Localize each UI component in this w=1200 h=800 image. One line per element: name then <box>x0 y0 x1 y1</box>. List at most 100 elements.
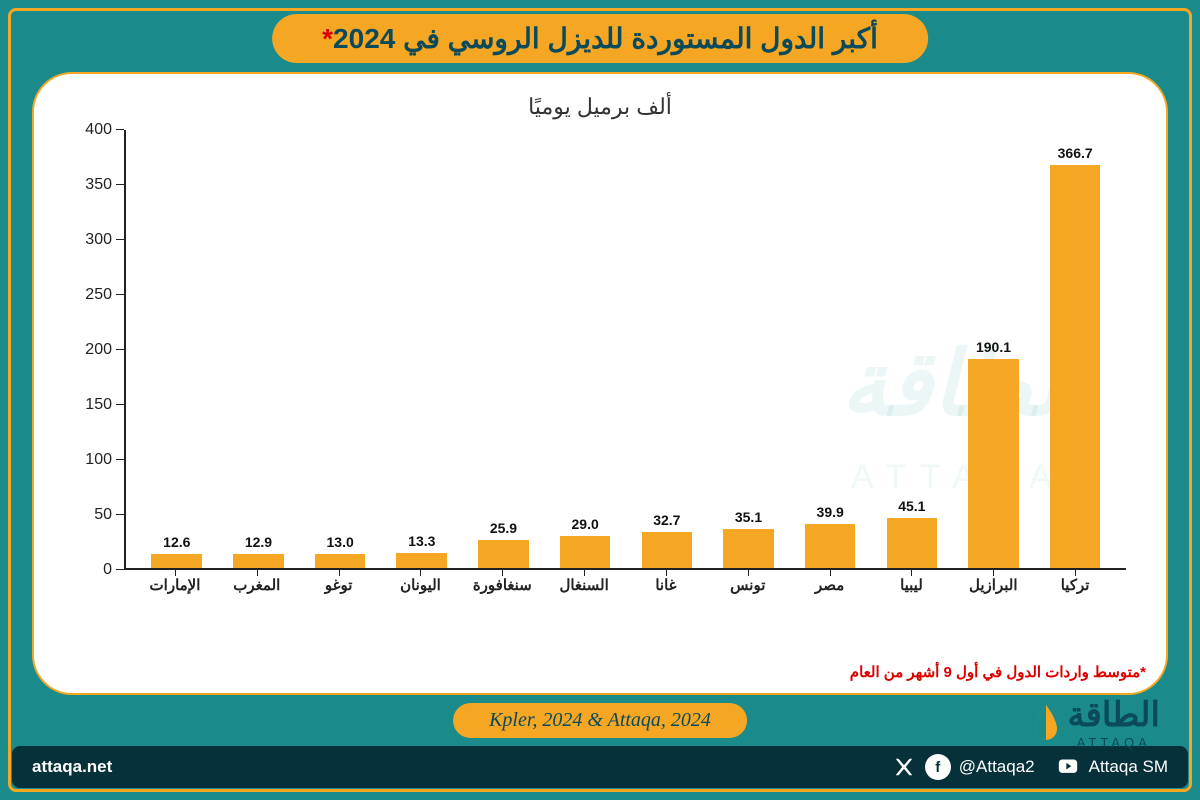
bar-value-label: 25.9 <box>490 520 517 536</box>
bar <box>478 540 529 568</box>
x-axis-label: ليبيا <box>871 570 953 610</box>
bar-value-label: 13.3 <box>408 533 435 549</box>
youtube-handle: Attaqa SM <box>1089 757 1168 777</box>
bar-slot: 190.1 <box>953 130 1035 568</box>
bar <box>887 518 938 568</box>
x-axis-label: تونس <box>707 570 789 610</box>
bar-slot: 12.6 <box>136 130 218 568</box>
x-axis-label: تركيا <box>1034 570 1116 610</box>
x-axis-label: الإمارات <box>134 570 216 610</box>
y-tick-mark <box>116 239 124 240</box>
title-banner: أكبر الدول المستوردة للديزل الروسي في 20… <box>272 14 928 63</box>
bar-slot: 45.1 <box>871 130 953 568</box>
footer-bar: f @Attaqa2 Attaqa SM attaqa.net <box>12 746 1188 788</box>
y-tick-mark <box>116 184 124 185</box>
y-tick-label: 300 <box>85 231 112 249</box>
logo-drop-icon <box>1031 703 1061 743</box>
plot-area: 366.7 190.1 45.1 39.9 35.1 32.7 29.0 25.9 13.3 13… <box>124 130 1126 570</box>
bar <box>151 554 202 568</box>
bar <box>968 359 1019 568</box>
x-icon <box>891 754 917 780</box>
y-tick-mark <box>116 129 124 130</box>
source-banner: Kpler, 2024 & Attaqa, 2024 <box>453 703 747 738</box>
y-tick-label: 350 <box>85 176 112 194</box>
bar-value-label: 45.1 <box>898 498 925 514</box>
social-twitter: f @Attaqa2 <box>891 754 1035 780</box>
bar <box>560 536 611 568</box>
youtube-icon <box>1055 754 1081 780</box>
x-tick-mark <box>175 568 176 576</box>
bar-value-label: 12.9 <box>245 534 272 550</box>
y-tick-mark <box>116 349 124 350</box>
x-tick-mark <box>420 568 421 576</box>
bar <box>805 524 856 568</box>
bar-slot: 39.9 <box>789 130 871 568</box>
bar-slot: 13.0 <box>299 130 381 568</box>
bar <box>396 553 447 568</box>
footer-social: f @Attaqa2 Attaqa SM <box>891 754 1168 780</box>
x-tick-mark <box>502 568 503 576</box>
y-axis: 050100150200250300350400 <box>64 130 124 570</box>
x-tick-mark <box>339 568 340 576</box>
bar-slot: 25.9 <box>463 130 545 568</box>
y-tick-label: 100 <box>85 451 112 469</box>
x-axis-label: غانا <box>625 570 707 610</box>
x-tick-mark <box>666 568 667 576</box>
x-tick-mark <box>1075 568 1076 576</box>
y-tick-label: 400 <box>85 121 112 139</box>
footnote-text: *متوسط واردات الدول في أول 9 أشهر من الع… <box>850 663 1146 681</box>
bar-slot: 12.9 <box>218 130 300 568</box>
bars-container: 366.7 190.1 45.1 39.9 35.1 32.7 29.0 25.9 13.3 13… <box>126 130 1126 568</box>
y-tick-mark <box>116 459 124 460</box>
y-tick-label: 50 <box>94 506 112 524</box>
y-tick-label: 0 <box>103 561 112 579</box>
bar-value-label: 35.1 <box>735 509 762 525</box>
title-asterisk: * <box>322 23 333 54</box>
chart-plot: 050100150200250300350400 366.7190.145.13… <box>64 130 1136 610</box>
bar-value-label: 366.7 <box>1058 145 1093 161</box>
chart-panel: الطاقة ATTAQA ألف برميل يوميًا 050100150… <box>32 72 1168 695</box>
logo-text-ar: الطاقة <box>1067 695 1160 735</box>
x-axis-label: مصر <box>789 570 871 610</box>
bar <box>1050 165 1101 568</box>
x-tick-mark <box>830 568 831 576</box>
x-axis-label: السنغال <box>543 570 625 610</box>
x-axis-labels: تركياالبرازيلليبيامصرتونسغاناالسنغالسنغا… <box>124 570 1126 610</box>
bar-value-label: 13.0 <box>327 534 354 550</box>
logo: الطاقة ATTAQA <box>1031 695 1160 750</box>
x-tick-mark <box>257 568 258 576</box>
bar <box>233 554 284 568</box>
bar-value-label: 29.0 <box>572 516 599 532</box>
x-axis-label: المغرب <box>216 570 298 610</box>
y-tick-label: 250 <box>85 286 112 304</box>
bar-slot: 32.7 <box>626 130 708 568</box>
x-tick-mark <box>584 568 585 576</box>
bar <box>315 554 366 568</box>
bar-value-label: 190.1 <box>976 339 1011 355</box>
social-youtube: Attaqa SM <box>1055 754 1168 780</box>
y-tick-label: 150 <box>85 396 112 414</box>
y-tick-mark <box>116 404 124 405</box>
bar-slot: 29.0 <box>544 130 626 568</box>
y-tick-mark <box>116 514 124 515</box>
bar-value-label: 12.6 <box>163 534 190 550</box>
bar-value-label: 39.9 <box>817 504 844 520</box>
footer-website: attaqa.net <box>32 757 112 777</box>
x-tick-mark <box>911 568 912 576</box>
logo-text-en: ATTAQA <box>1067 735 1160 750</box>
bar-slot: 366.7 <box>1034 130 1116 568</box>
x-tick-mark <box>993 568 994 576</box>
y-tick-mark <box>116 294 124 295</box>
bar <box>723 529 774 568</box>
bar-slot: 13.3 <box>381 130 463 568</box>
x-axis-label: اليونان <box>380 570 462 610</box>
facebook-icon: f <box>925 754 951 780</box>
x-axis-label: البرازيل <box>952 570 1034 610</box>
title-text: أكبر الدول المستوردة للديزل الروسي في 20… <box>333 23 878 54</box>
twitter-handle: @Attaqa2 <box>959 757 1035 777</box>
x-axis-label: سنغافورة <box>461 570 543 610</box>
bar-slot: 35.1 <box>708 130 790 568</box>
chart-subtitle: ألف برميل يوميًا <box>64 94 1136 120</box>
y-tick-mark <box>116 569 124 570</box>
y-tick-label: 200 <box>85 341 112 359</box>
